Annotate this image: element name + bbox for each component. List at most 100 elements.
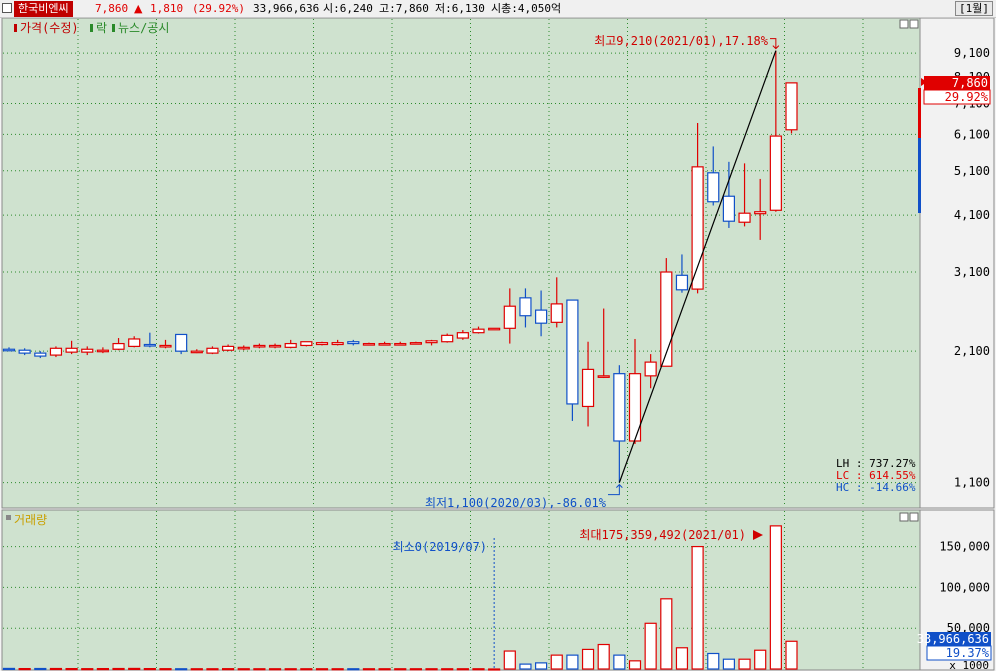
legend-price: 가격(수정) xyxy=(20,21,79,35)
candle xyxy=(394,341,407,346)
candle xyxy=(707,146,720,206)
stock-name[interactable]: 한국비엔씨 xyxy=(14,1,73,17)
candle-body xyxy=(347,341,360,345)
max-price-label: 최고9,210(2021/01),17.18% xyxy=(594,34,769,48)
candle-body xyxy=(738,212,751,223)
volume-legend: 거래량 xyxy=(6,513,47,527)
price-tick-label: 6,100 xyxy=(954,127,990,141)
candle-body xyxy=(581,368,595,408)
volume-bar xyxy=(362,668,376,671)
volume-bar xyxy=(754,649,767,670)
candle-body xyxy=(96,349,110,353)
volume-bar xyxy=(456,668,469,671)
candle xyxy=(754,178,767,240)
candle xyxy=(175,333,188,355)
candle-body xyxy=(785,82,798,131)
minimize-icon[interactable] xyxy=(899,19,909,29)
current-price-value: 7,860 xyxy=(952,76,988,90)
candle xyxy=(190,349,203,354)
period-selector[interactable]: [1월] xyxy=(955,1,993,16)
legend-news: 뉴스/공시 xyxy=(118,21,169,35)
candle-body xyxy=(550,303,563,323)
volume-bar xyxy=(769,525,782,670)
candle xyxy=(222,344,235,352)
close-icon[interactable] xyxy=(909,512,919,522)
candle-body xyxy=(253,344,266,348)
volume-bar xyxy=(628,660,642,670)
candle xyxy=(519,288,532,328)
candle-body xyxy=(112,342,125,350)
candle-body xyxy=(519,297,532,317)
candle xyxy=(441,333,454,343)
close-icon[interactable] xyxy=(909,19,919,29)
volume-bar xyxy=(81,668,94,671)
candle-body xyxy=(503,305,516,329)
legend-marker xyxy=(90,24,93,32)
max-volume-label: 최대175,359,492(2021/01) xyxy=(579,528,746,542)
candle-body xyxy=(597,375,610,378)
min-volume-label: 최소0(2019/07) xyxy=(393,540,487,554)
candle-body xyxy=(613,373,626,442)
candle xyxy=(769,50,782,212)
volume-bar xyxy=(566,654,579,670)
minimize-icon[interactable] xyxy=(899,512,909,522)
candle-body xyxy=(331,342,344,346)
stat-hc: HC : -14.66% xyxy=(836,481,916,494)
legend-volume: 거래량 xyxy=(14,513,47,527)
candle-body xyxy=(378,342,391,346)
current-pct-value: 29.92% xyxy=(945,90,989,104)
candle-body xyxy=(206,347,219,354)
candle-body xyxy=(722,195,736,222)
candle-body xyxy=(81,348,94,353)
candle xyxy=(785,82,798,134)
candle xyxy=(159,339,172,349)
volume-bar xyxy=(253,668,266,671)
candle-body xyxy=(456,332,469,339)
volume-bar xyxy=(237,668,250,671)
candle-body xyxy=(769,135,782,211)
volume-bar-series xyxy=(2,525,798,671)
candle xyxy=(644,354,657,389)
stat-lc: LC : 614.55% xyxy=(836,469,916,482)
candle xyxy=(534,290,548,337)
market-cap: 시총:4,050억 xyxy=(491,2,562,15)
high-price: 고:7,860 xyxy=(379,2,429,15)
volume-bar xyxy=(707,652,720,670)
volume-plot-area xyxy=(1,509,921,671)
candle xyxy=(253,343,266,349)
volume-readout: 33,966,636 xyxy=(253,2,320,15)
price-tick-label: 3,100 xyxy=(954,265,990,279)
select-checkbox[interactable] xyxy=(2,3,12,13)
volume-bar xyxy=(96,667,110,671)
price-axis: 1,1002,1003,1004,1005,1006,1007,1008,100… xyxy=(954,46,990,490)
volume-bar xyxy=(675,647,689,670)
candlestick-series xyxy=(2,50,798,483)
trend-line xyxy=(618,50,777,483)
volume-bar xyxy=(34,667,47,671)
candle xyxy=(96,347,110,354)
volume-unit: x 1000 xyxy=(949,659,989,671)
candle-body xyxy=(488,327,501,331)
volume-bar xyxy=(409,668,422,671)
candle xyxy=(550,277,563,328)
candle-body xyxy=(707,172,720,203)
volume-bar xyxy=(425,668,438,671)
candle-body xyxy=(660,271,673,367)
candle xyxy=(331,339,344,346)
price-tick-label: 2,100 xyxy=(954,344,990,358)
volume-bar xyxy=(472,668,485,671)
volume-bar xyxy=(441,668,454,671)
volume-bar xyxy=(722,658,736,670)
candle xyxy=(300,341,313,347)
volume-bar xyxy=(128,667,141,671)
candle xyxy=(206,346,219,355)
candle-body xyxy=(2,348,16,352)
range-bar-down xyxy=(918,138,921,213)
low-price: 저:6,130 xyxy=(435,2,485,15)
price-tick-label: 4,100 xyxy=(954,208,990,222)
volume-bar xyxy=(738,658,751,670)
volume-bar xyxy=(691,545,704,670)
candle-body xyxy=(49,347,63,356)
chart-canvas: 1,1002,1003,1004,1005,1006,1007,1008,100… xyxy=(1,18,995,671)
